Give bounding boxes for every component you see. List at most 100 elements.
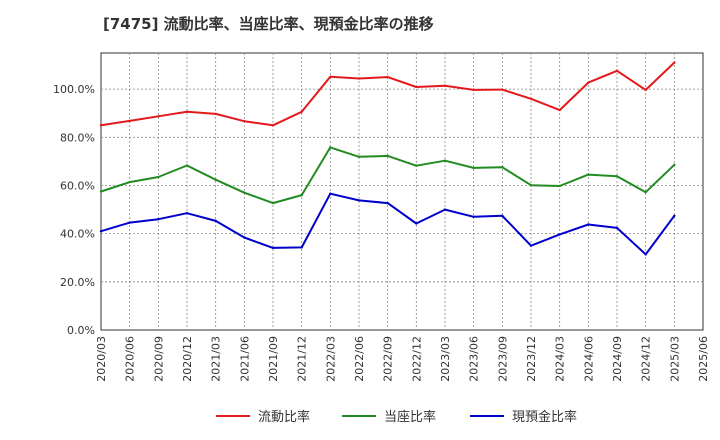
x-tick-label: 2022/09	[382, 336, 395, 382]
data-point	[673, 214, 676, 218]
data-point	[558, 108, 561, 112]
x-tick-label: 2020/09	[152, 336, 165, 382]
data-point	[185, 211, 189, 215]
data-point	[443, 208, 447, 211]
x-tick-label: 2022/03	[324, 336, 337, 382]
x-tick-label: 2022/06	[353, 336, 366, 382]
data-point	[415, 85, 418, 89]
x-tick-label: 2021/09	[267, 336, 280, 382]
data-point	[529, 97, 533, 100]
data-point	[271, 246, 275, 250]
grid-layer	[100, 52, 704, 331]
data-point	[185, 110, 189, 113]
data-point	[587, 173, 590, 176]
data-point	[214, 112, 217, 116]
data-point	[300, 193, 303, 197]
y-tick-label: 60.0%	[60, 179, 95, 192]
data-point	[99, 124, 103, 127]
data-point	[157, 115, 160, 118]
data-point	[501, 165, 504, 169]
data-point	[587, 223, 590, 226]
data-point	[157, 218, 160, 221]
x-tick-label: 2020/06	[124, 336, 137, 382]
data-point	[214, 219, 217, 223]
data-point	[243, 236, 246, 239]
data-point	[386, 75, 389, 79]
data-point	[644, 191, 647, 194]
data-point	[472, 215, 475, 218]
data-point	[128, 180, 131, 184]
data-point	[529, 244, 533, 247]
x-tick-label: 2024/09	[611, 336, 624, 382]
data-point	[615, 226, 619, 230]
plot-area	[100, 52, 704, 331]
x-tick-label: 2024/03	[554, 336, 567, 382]
data-point	[357, 77, 361, 80]
data-point	[99, 230, 103, 233]
data-point	[300, 110, 303, 113]
data-point	[472, 88, 475, 92]
x-tick-label: 2025/03	[668, 336, 681, 382]
data-point	[558, 233, 561, 236]
x-tick-label: 2022/12	[410, 336, 423, 382]
data-point	[128, 221, 131, 224]
x-tick-label: 2021/03	[210, 336, 223, 382]
data-point	[501, 214, 504, 218]
data-point	[558, 184, 561, 188]
data-point	[615, 69, 619, 73]
data-point	[472, 166, 475, 170]
legend-label-3: 現預金比率	[512, 409, 577, 425]
data-point	[243, 119, 246, 123]
x-tick-label: 2020/03	[95, 336, 108, 382]
data-point	[443, 84, 447, 87]
data-point	[329, 146, 332, 149]
data-point	[99, 190, 103, 193]
data-point	[673, 61, 676, 64]
y-tick-label: 20.0%	[60, 276, 95, 289]
x-tick-label: 2023/06	[468, 336, 481, 382]
y-tick-label: 0.0%	[67, 324, 95, 337]
x-tick-label: 2024/06	[582, 336, 595, 382]
chart-title: [7475] 流動比率、当座比率、現預金比率の推移	[103, 15, 434, 33]
data-point	[243, 191, 246, 194]
data-point	[271, 124, 275, 127]
x-tick-label: 2023/12	[525, 336, 538, 382]
data-point	[615, 175, 619, 178]
data-point	[501, 88, 504, 91]
x-tick-label: 2023/09	[496, 336, 509, 382]
legend-label-2: 当座比率	[384, 409, 436, 425]
x-tick-label: 2025/06	[697, 336, 710, 382]
data-point	[357, 199, 361, 202]
data-point	[271, 201, 275, 205]
y-tick-label: 80.0%	[60, 131, 95, 144]
x-tick-label: 2020/12	[181, 336, 194, 382]
data-point	[415, 222, 418, 225]
y-tick-label: 100.0%	[53, 83, 95, 96]
data-point	[157, 175, 160, 179]
data-point	[529, 184, 533, 187]
x-tick-label: 2023/03	[439, 336, 452, 382]
legend: 流動比率 当座比率 現預金比率	[216, 409, 577, 425]
x-tick-label: 2024/12	[640, 336, 653, 382]
data-point	[443, 159, 447, 162]
axis-layer: 0.0% 20.0% 40.0% 60.0% 80.0% 100.0% 2020/03 202…	[53, 83, 710, 382]
y-tick-label: 40.0%	[60, 228, 95, 241]
data-point	[587, 81, 590, 84]
x-tick-label: 2021/12	[296, 336, 309, 382]
data-point	[644, 253, 647, 256]
data-point	[673, 163, 676, 166]
x-tick-label: 2021/06	[238, 336, 251, 382]
data-point	[329, 192, 332, 195]
data-point	[357, 155, 361, 159]
series-layer	[99, 61, 676, 256]
data-point	[415, 164, 418, 167]
data-point	[386, 154, 389, 158]
data-point	[128, 119, 131, 123]
data-point	[386, 201, 389, 205]
data-point	[644, 88, 647, 92]
legend-label-1: 流動比率	[258, 409, 310, 425]
data-point	[329, 75, 332, 79]
data-point	[185, 164, 189, 167]
